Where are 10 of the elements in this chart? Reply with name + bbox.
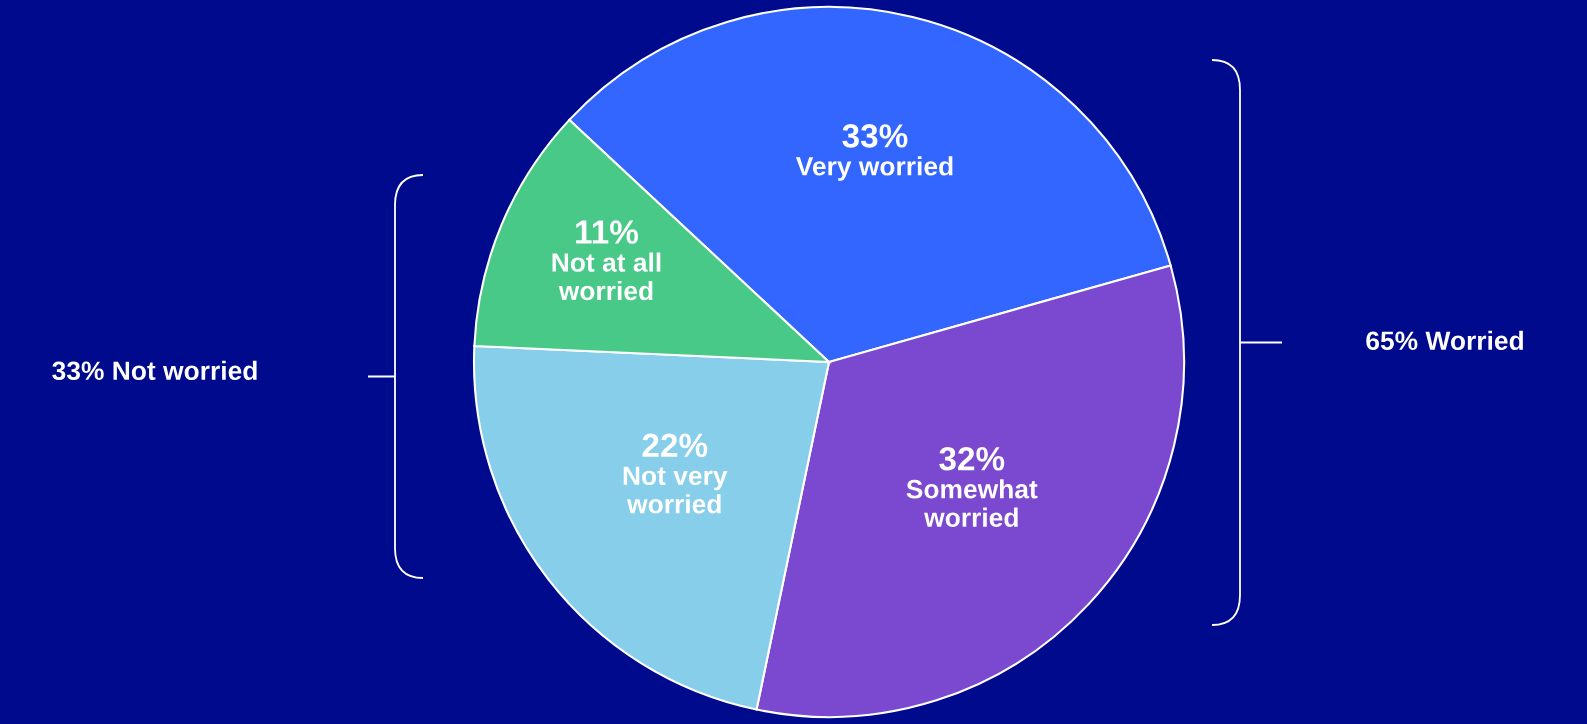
data-label: 33% xyxy=(842,124,908,148)
slice-label: Somewhat worried xyxy=(906,479,1038,527)
text: 33% Not worried xyxy=(52,360,257,381)
slice-label: Not very worried xyxy=(623,466,728,514)
data-label: 32% xyxy=(939,446,1005,471)
text: 65% Worried xyxy=(1366,330,1523,351)
data-label: 22% xyxy=(642,433,708,458)
slice-label: Not at all worried xyxy=(552,252,661,301)
data-label: 11% xyxy=(576,220,639,244)
slice-label: Very worried xyxy=(795,156,953,181)
